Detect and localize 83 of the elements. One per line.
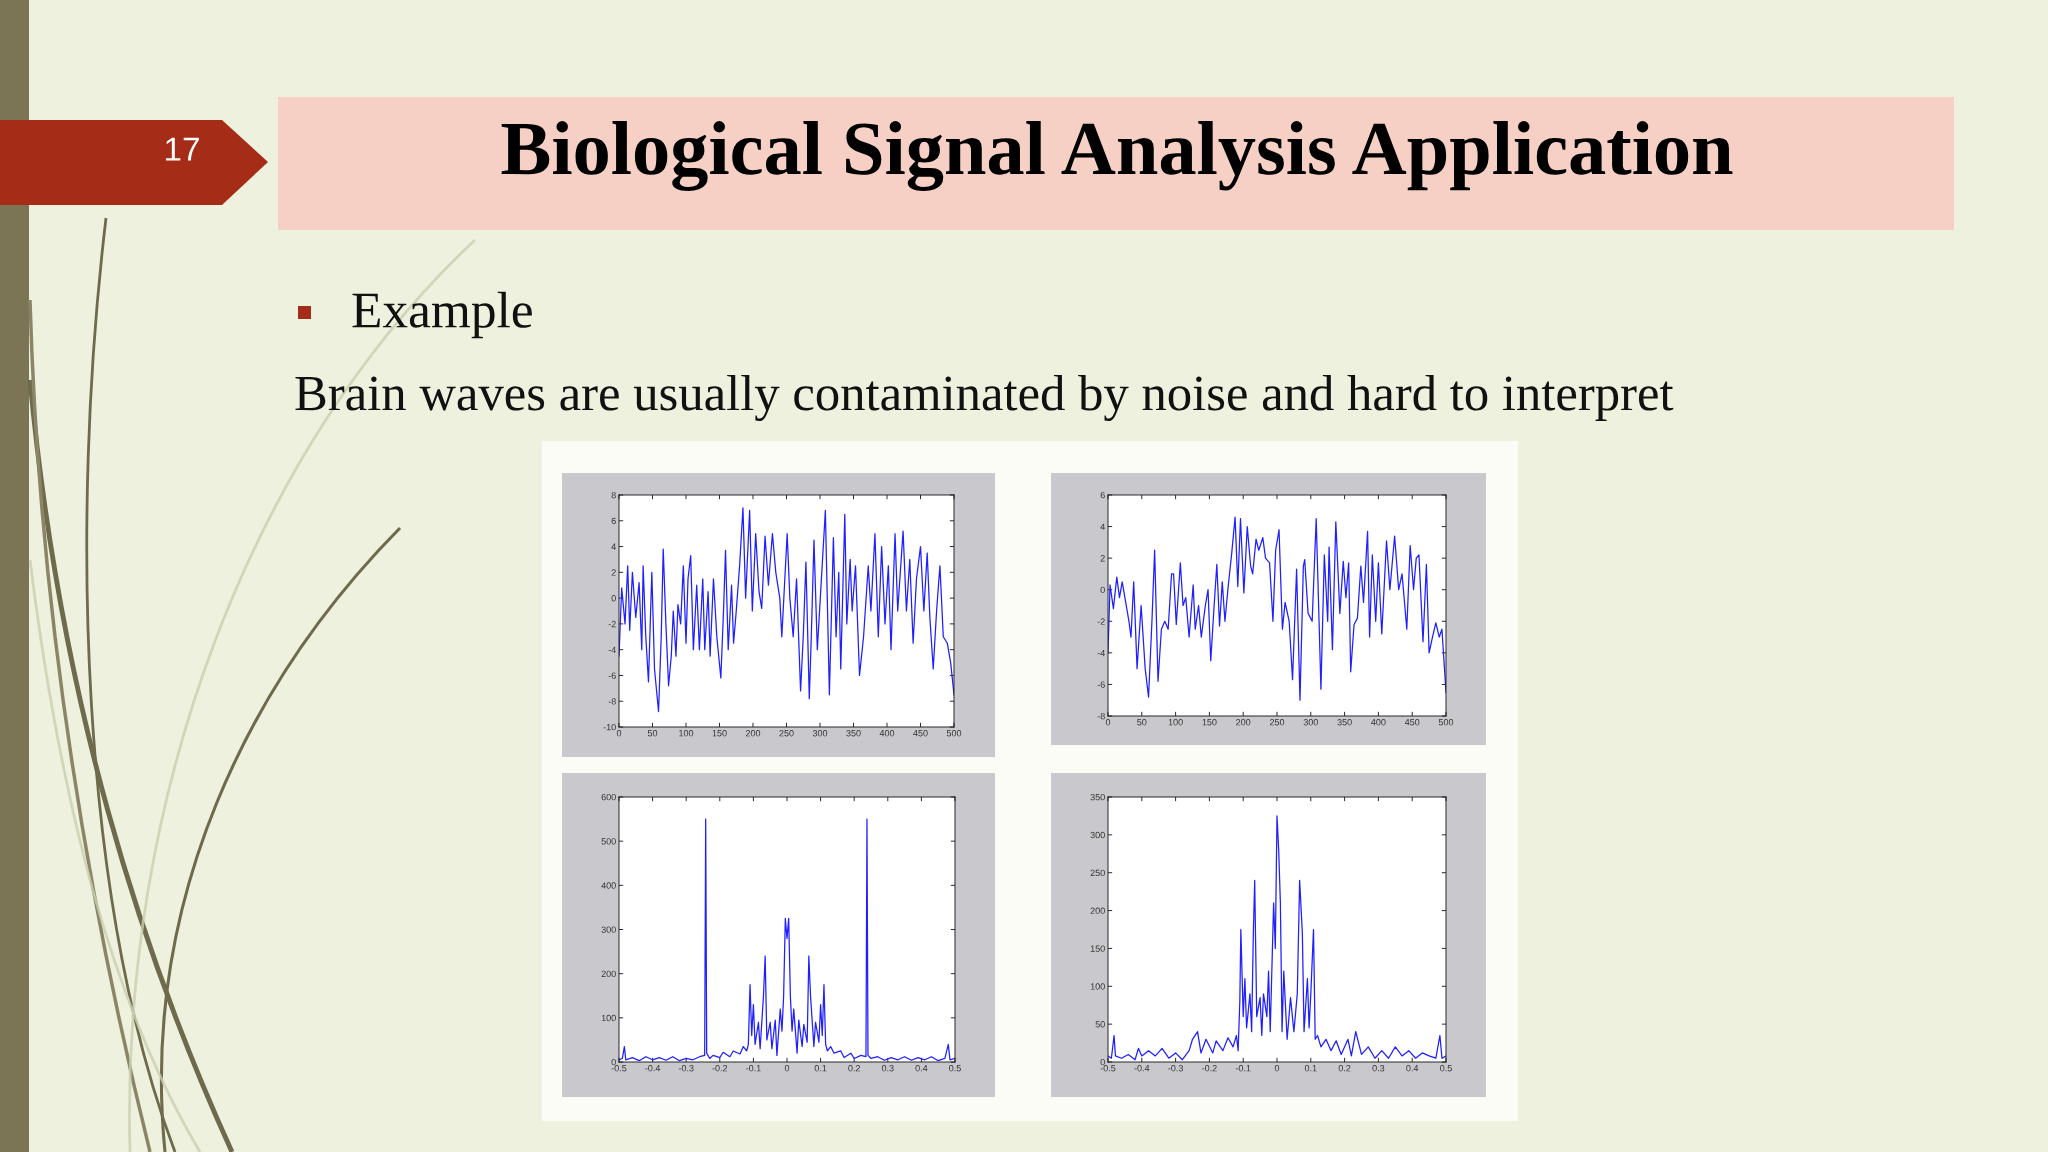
x-tick-label: 300	[1303, 719, 1318, 726]
y-tick-label: 600	[601, 793, 616, 801]
y-tick-label: -2	[608, 620, 616, 628]
x-tick-label: 0.3	[881, 1065, 894, 1072]
y-tick-label: 4	[1100, 523, 1105, 530]
y-tick-label: 2	[1100, 555, 1105, 562]
y-tick-label: 500	[601, 838, 616, 845]
y-tick-label: -6	[608, 672, 616, 679]
x-tick-label: -0.5	[1100, 1065, 1116, 1072]
x-tick-label: 0.4	[915, 1065, 928, 1072]
x-tick-label: -0.5	[611, 1065, 627, 1072]
x-tick-label: 400	[1371, 719, 1386, 726]
x-tick-label: -0.3	[1168, 1065, 1183, 1072]
y-tick-label: 200	[601, 970, 616, 978]
y-tick-label: 50	[1095, 1021, 1105, 1028]
x-tick-label: 0.5	[949, 1065, 961, 1072]
y-tick-label: -8	[608, 698, 616, 705]
y-tick-label: 8	[611, 491, 616, 499]
x-tick-label: 150	[712, 730, 727, 737]
y-tick-label: 300	[601, 926, 616, 933]
x-tick-label: 0	[784, 1065, 790, 1072]
x-tick-label: 0.3	[1372, 1065, 1385, 1072]
x-tick-label: 200	[745, 730, 761, 737]
y-tick-label: 6	[1100, 491, 1105, 499]
x-tick-label: 200	[1236, 719, 1251, 726]
y-tick-label: 6	[611, 517, 616, 525]
line-series	[1108, 516, 1446, 701]
x-tick-label: 500	[1438, 719, 1454, 726]
x-tick-label: 450	[1404, 719, 1420, 726]
x-tick-label: 0.2	[1338, 1065, 1351, 1072]
x-tick-label: 100	[1168, 719, 1183, 726]
y-tick-label: 150	[1090, 945, 1105, 952]
x-tick-label: 50	[1137, 719, 1147, 726]
text: Example	[352, 291, 532, 339]
y-tick-label: -2	[1097, 618, 1105, 625]
y-tick-label: -8	[1097, 712, 1105, 720]
y-tick-label: 0	[611, 595, 616, 602]
x-tick-label: 300	[812, 730, 828, 737]
y-tick-label: 0	[1100, 1058, 1105, 1066]
x-tick-label: 350	[846, 730, 861, 737]
text: Biological Signal Analysis Application	[501, 121, 1733, 191]
x-tick-label: 350	[1337, 719, 1352, 726]
x-tick-label: -0.1	[1235, 1065, 1251, 1072]
y-tick-label: -10	[603, 723, 616, 731]
text: 17	[166, 137, 199, 161]
x-tick-label: 0.1	[814, 1065, 827, 1072]
y-tick-label: 300	[1090, 831, 1105, 839]
y-tick-label: 250	[1090, 869, 1105, 877]
y-tick-label: 0	[1100, 586, 1105, 594]
x-tick-label: -0.3	[678, 1065, 694, 1072]
y-tick-label: 100	[601, 1014, 616, 1022]
y-tick-label: -6	[1097, 681, 1105, 688]
x-tick-label: -0.4	[1134, 1065, 1150, 1072]
y-tick-label: 100	[1090, 983, 1105, 990]
x-tick-label: 250	[779, 730, 794, 737]
x-tick-label: 0.2	[848, 1065, 861, 1072]
x-tick-label: 500	[946, 730, 962, 737]
x-tick-label: -0.1	[746, 1065, 761, 1072]
line-series	[619, 507, 954, 713]
x-tick-label: -0.4	[645, 1065, 661, 1072]
y-tick-label: 200	[1090, 907, 1105, 914]
x-tick-label: 0	[1274, 1065, 1280, 1072]
y-tick-label: 0	[611, 1058, 616, 1066]
y-tick-label: -4	[1097, 649, 1105, 657]
y-tick-label: 400	[601, 882, 616, 889]
x-tick-label: 400	[879, 730, 895, 737]
y-tick-label: -4	[608, 646, 616, 653]
x-tick-label: 0.5	[1440, 1065, 1452, 1072]
x-tick-label: -0.2	[712, 1065, 728, 1072]
x-tick-label: -0.2	[1202, 1065, 1217, 1072]
x-tick-label: 0	[1105, 719, 1111, 726]
x-tick-label: 0.4	[1406, 1065, 1419, 1072]
y-tick-label: 350	[1090, 793, 1105, 801]
y-tick-label: 2	[611, 569, 616, 576]
x-tick-label: 250	[1269, 719, 1285, 726]
text: Brain waves are usually contaminated by noise and hard to interpret	[295, 374, 1674, 422]
x-tick-label: 150	[1202, 719, 1217, 726]
x-tick-label: 0.1	[1304, 1065, 1317, 1072]
x-tick-label: 0	[616, 730, 622, 737]
x-tick-label: 50	[647, 730, 658, 737]
y-tick-label: 4	[611, 543, 616, 550]
x-tick-label: 450	[913, 730, 928, 737]
x-tick-label: 100	[679, 730, 694, 737]
